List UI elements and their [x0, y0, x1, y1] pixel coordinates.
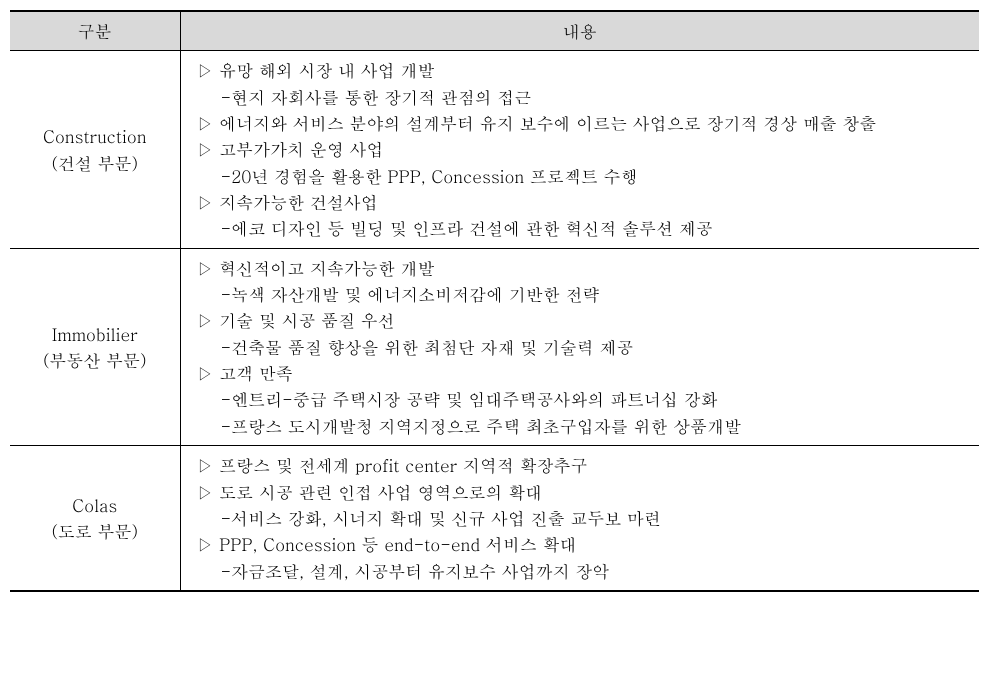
bullet-line: ▷ 기술 및 시공 품질 우선 — [197, 307, 970, 333]
table-body: Construction(건설 부문)▷ 유망 해외 시장 내 사업 개발-현지… — [10, 51, 979, 591]
bullet-line: ▷ 고부가가치 운영 사업 — [197, 136, 970, 162]
category-main-label: Colas — [20, 492, 170, 518]
bullet-line: ▷ 도로 시공 관련 인접 사업 영역으로의 확대 — [197, 479, 970, 505]
data-table: 구분 내용 Construction(건설 부문)▷ 유망 해외 시장 내 사업… — [10, 10, 979, 592]
bullet-line: ▷ PPP, Concession 등 end-to-end 서비스 확대 — [197, 531, 970, 557]
header-cell-category: 구분 — [10, 11, 180, 51]
bullet-line: ▷ 지속가능한 건설사업 — [197, 189, 970, 215]
bullet-line: ▷ 고객 만족 — [197, 360, 970, 386]
category-sub-label: (부동산 부문) — [20, 347, 170, 373]
sub-line: -서비스 강화, 시너지 확대 및 신규 사업 진출 교두보 마련 — [191, 505, 970, 531]
bullet-line: ▷ 혁신적이고 지속가능한 개발 — [197, 255, 970, 281]
content-cell: ▷ 유망 해외 시장 내 사업 개발-현지 자회사를 통한 장기적 관점의 접근… — [180, 51, 979, 248]
category-cell: Construction(건설 부문) — [10, 51, 180, 248]
bullet-line: ▷ 에너지와 서비스 분야의 설계부터 유지 보수에 이르는 사업으로 장기적 … — [197, 110, 970, 136]
sub-line: -엔트리-중급 주택시장 공략 및 임대주택공사와의 파트너십 강화 — [191, 386, 970, 412]
sub-line: -현지 자회사를 통한 장기적 관점의 접근 — [191, 84, 970, 110]
bullet-line: ▷ 프랑스 및 전세계 profit center 지역적 확장추구 — [197, 452, 970, 478]
sub-line: -에코 디자인 등 빌딩 및 인프라 건설에 관한 혁신적 솔루션 제공 — [191, 215, 970, 241]
category-sub-label: (도로 부문) — [20, 518, 170, 544]
header-row: 구분 내용 — [10, 11, 979, 51]
sub-line: -자금조달, 설계, 시공부터 유지보수 사업까지 장악 — [191, 558, 970, 584]
category-main-label: Immobilier — [20, 321, 170, 347]
sub-line: -녹색 자산개발 및 에너지소비저감에 기반한 전략 — [191, 281, 970, 307]
category-cell: Immobilier(부동산 부문) — [10, 248, 180, 445]
bullet-line: ▷ 유망 해외 시장 내 사업 개발 — [197, 57, 970, 83]
header-cell-content: 내용 — [180, 11, 979, 51]
table-row: Construction(건설 부문)▷ 유망 해외 시장 내 사업 개발-현지… — [10, 51, 979, 248]
category-cell: Colas(도로 부문) — [10, 446, 180, 591]
sub-line: -건축물 품질 향상을 위한 최첨단 자재 및 기술력 제공 — [191, 334, 970, 360]
sub-line: -프랑스 도시개발청 지역지정으로 주택 최초구입자를 위한 상품개발 — [191, 413, 970, 439]
table-row: Immobilier(부동산 부문)▷ 혁신적이고 지속가능한 개발-녹색 자산… — [10, 248, 979, 445]
content-cell: ▷ 프랑스 및 전세계 profit center 지역적 확장추구▷ 도로 시… — [180, 446, 979, 591]
content-cell: ▷ 혁신적이고 지속가능한 개발-녹색 자산개발 및 에너지소비저감에 기반한 … — [180, 248, 979, 445]
table-row: Colas(도로 부문)▷ 프랑스 및 전세계 profit center 지역… — [10, 446, 979, 591]
category-main-label: Construction — [20, 123, 170, 149]
sub-line: -20년 경험을 활용한 PPP, Concession 프로젝트 수행 — [191, 163, 970, 189]
table-container: 구분 내용 Construction(건설 부문)▷ 유망 해외 시장 내 사업… — [10, 10, 979, 592]
category-sub-label: (건설 부문) — [20, 150, 170, 176]
table-header: 구분 내용 — [10, 11, 979, 51]
